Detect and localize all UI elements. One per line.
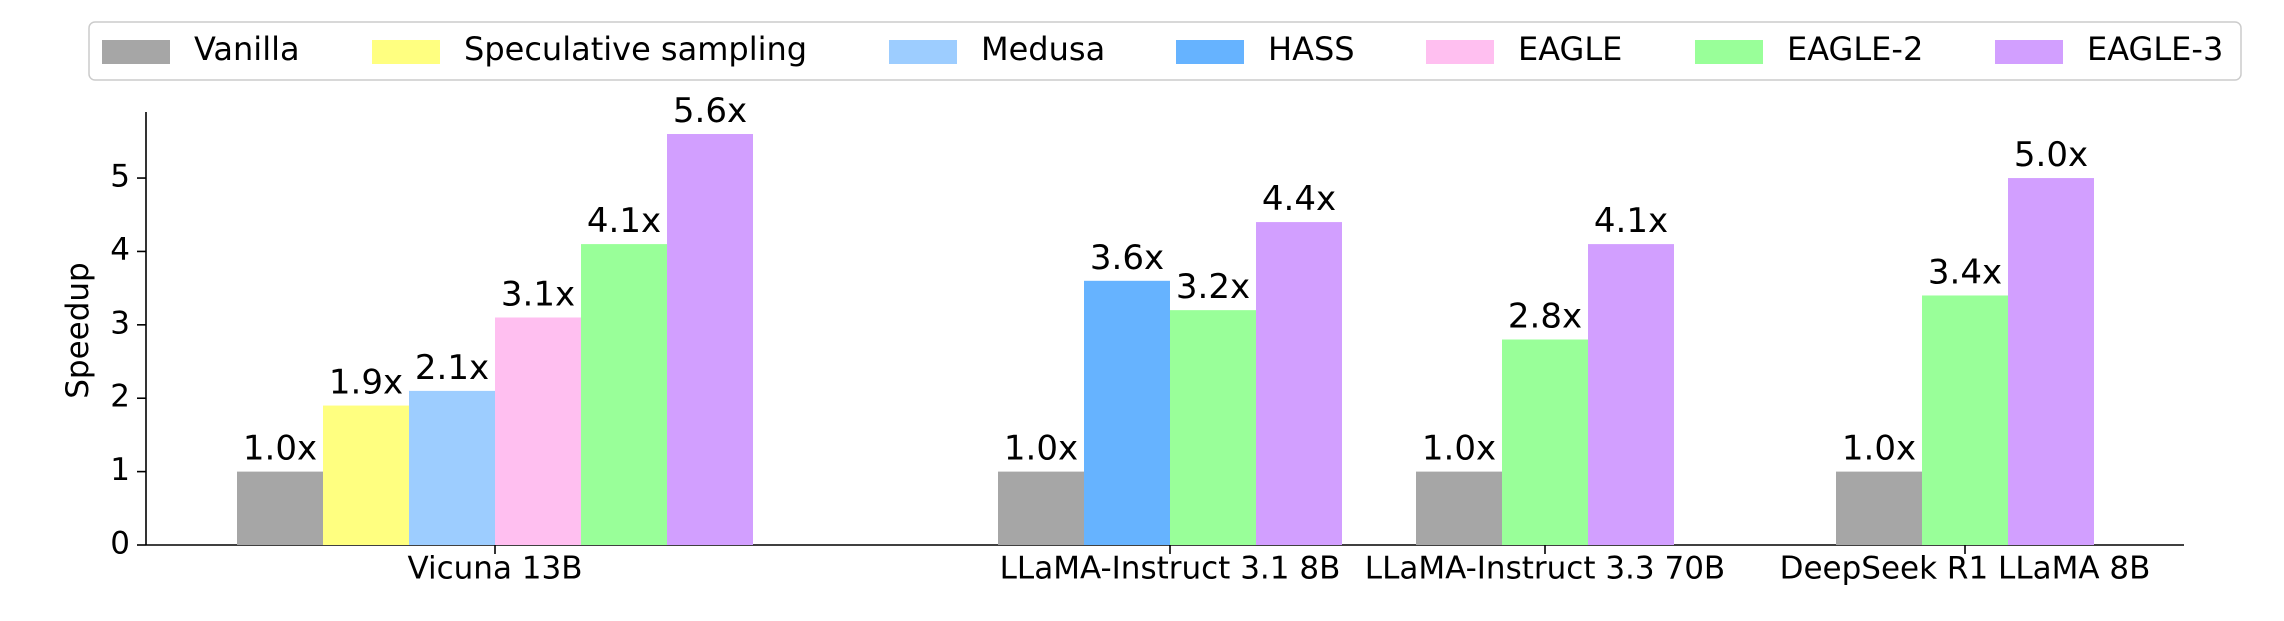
- bar-label-vicuna-13b-eagle-2: 4.1x: [587, 201, 661, 241]
- legend-label-eagle: EAGLE: [1518, 30, 1622, 68]
- bar-label-vicuna-13b-eagle: 3.1x: [501, 274, 575, 314]
- legend-swatch-hass: [1176, 40, 1244, 64]
- legend-swatch-eagle-2: [1695, 40, 1763, 64]
- legend-swatch-medusa: [889, 40, 957, 64]
- bar-label-llama-instruct-3-3-70b-eagle-2: 2.8x: [1508, 297, 1582, 337]
- legend-swatch-vanilla: [102, 40, 170, 64]
- bar-llama-instruct-3-1-8b-eagle-3: [1256, 222, 1342, 545]
- y-tick-label: 2: [110, 379, 130, 415]
- legend-frame: [88, 21, 2242, 81]
- bar-deepseek-r1-llama-8b-eagle-3: [2008, 178, 2094, 545]
- bar-label-deepseek-r1-llama-8b-eagle-2: 3.4x: [1928, 252, 2002, 292]
- bar-label-vicuna-13b-vanilla: 1.0x: [243, 429, 317, 469]
- bar-label-llama-instruct-3-3-70b-eagle-3: 4.1x: [1594, 201, 1668, 241]
- y-tick-label: 0: [110, 526, 130, 562]
- legend-label-vanilla: Vanilla: [194, 30, 300, 68]
- y-tick-label: 1: [110, 452, 130, 488]
- bar-deepseek-r1-llama-8b-eagle-2: [1922, 295, 2008, 545]
- x-tick-label-deepseek-r1-llama-8b: DeepSeek R1 LLaMA 8B: [1780, 551, 2151, 587]
- legend-label-eagle-3: EAGLE-3: [2087, 30, 2223, 68]
- bar-vicuna-13b-vanilla: [237, 471, 323, 545]
- bar-llama-instruct-3-3-70b-eagle-3: [1588, 244, 1674, 546]
- bar-vicuna-13b-speculative-sampling: [323, 405, 409, 545]
- y-tick-label: 5: [110, 159, 130, 195]
- bar-label-vicuna-13b-eagle-3: 5.6x: [673, 91, 747, 131]
- legend-swatch-eagle: [1426, 40, 1494, 64]
- bar-label-llama-instruct-3-1-8b-hass: 3.6x: [1090, 238, 1164, 278]
- x-tick-label-llama-instruct-3-3-70b: LLaMA-Instruct 3.3 70B: [1365, 551, 1725, 587]
- bar-vicuna-13b-eagle: [495, 317, 581, 545]
- legend-label-hass: HASS: [1268, 30, 1355, 68]
- bar-label-llama-instruct-3-1-8b-eagle-2: 3.2x: [1176, 267, 1250, 307]
- bar-llama-instruct-3-3-70b-vanilla: [1416, 471, 1502, 545]
- bar-label-llama-instruct-3-1-8b-eagle-3: 4.4x: [1262, 179, 1336, 219]
- bar-llama-instruct-3-1-8b-eagle-2: [1170, 310, 1256, 545]
- bar-label-deepseek-r1-llama-8b-vanilla: 1.0x: [1842, 429, 1916, 469]
- legend-label-speculative-sampling: Speculative sampling: [464, 30, 807, 68]
- legend-label-eagle-2: EAGLE-2: [1787, 30, 1923, 68]
- bar-label-llama-instruct-3-1-8b-vanilla: 1.0x: [1004, 429, 1078, 469]
- bars: [237, 134, 2094, 546]
- bar-deepseek-r1-llama-8b-vanilla: [1836, 471, 1922, 545]
- bar-llama-instruct-3-1-8b-hass: [1084, 280, 1170, 545]
- y-tick-label: 3: [110, 305, 130, 341]
- x-tick-label-llama-instruct-3-1-8b: LLaMA-Instruct 3.1 8B: [1000, 551, 1341, 587]
- x-tick-label-vicuna-13b: Vicuna 13B: [407, 551, 582, 587]
- bar-vicuna-13b-eagle-2: [581, 244, 667, 546]
- bar-vicuna-13b-medusa: [409, 390, 495, 545]
- bar-llama-instruct-3-3-70b-eagle-2: [1502, 339, 1588, 545]
- bar-label-deepseek-r1-llama-8b-eagle-3: 5.0x: [2014, 135, 2088, 175]
- legend-label-medusa: Medusa: [981, 30, 1105, 68]
- bar-label-vicuna-13b-speculative-sampling: 1.9x: [329, 363, 403, 403]
- y-tick-label: 4: [110, 232, 130, 268]
- legend-swatch-speculative-sampling: [372, 40, 440, 64]
- bar-value-labels: 1.0x 1.9x 2.1x 3.1x 4.1x 5.6x 1.0x 3.6x 3.2x 4.4x…: [243, 91, 2088, 469]
- bar-vicuna-13b-eagle-3: [667, 134, 753, 545]
- bar-llama-instruct-3-1-8b-vanilla: [998, 471, 1084, 545]
- legend: Vanilla Speculative sampling Medusa HASS EAG…: [88, 21, 2242, 81]
- y-axis-label: Speedup: [60, 262, 96, 399]
- bar-label-vicuna-13b-medusa: 2.1x: [415, 348, 489, 388]
- legend-swatch-eagle-3: [1995, 40, 2063, 64]
- bar-label-llama-instruct-3-3-70b-vanilla: 1.0x: [1422, 429, 1496, 469]
- axes: 0 1 2 3 4 5 Speedup Vicuna 13B LLaMA-Instruct 3.…: [60, 112, 2184, 587]
